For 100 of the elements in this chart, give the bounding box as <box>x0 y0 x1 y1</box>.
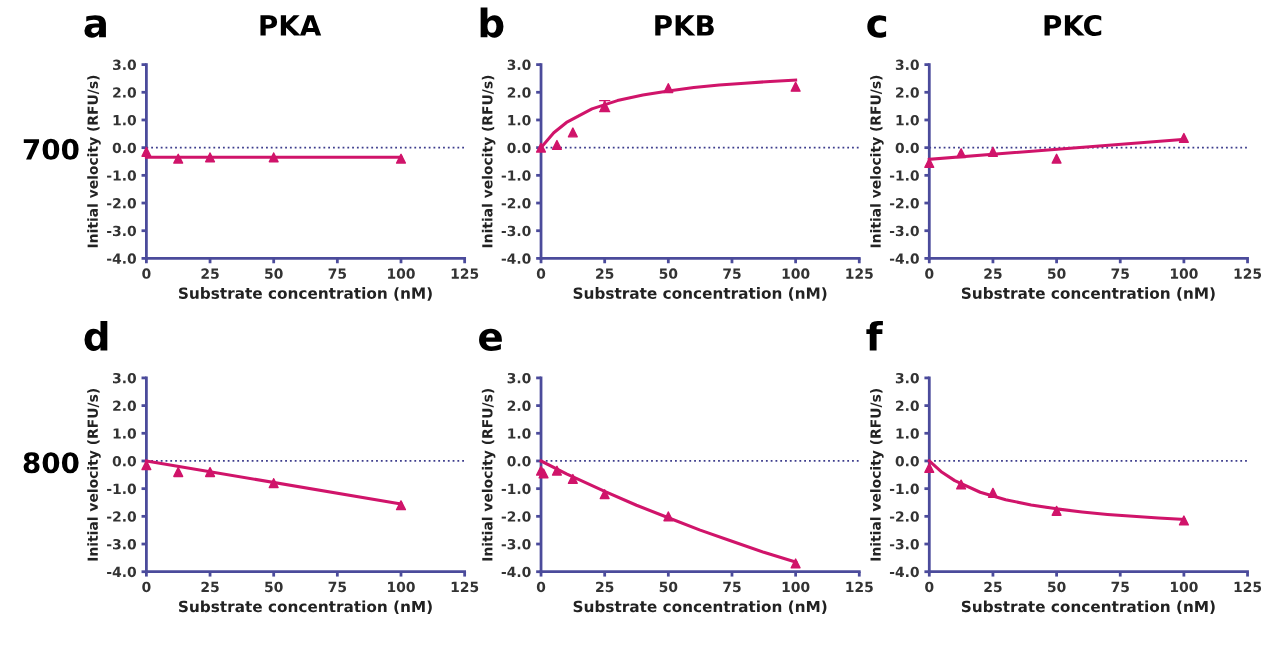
y-tick-label: -4.0 <box>107 566 137 578</box>
point <box>790 558 801 569</box>
point <box>599 489 610 500</box>
point <box>1178 515 1189 526</box>
x-axis-title: Substrate concentration (nM) <box>961 287 1215 301</box>
x-axis-title: Substrate concentration (nM) <box>961 600 1215 615</box>
y-tick-label: -2.0 <box>501 511 531 522</box>
y-tick-label: -1.0 <box>107 483 137 495</box>
y-tick-label: -3.0 <box>889 538 919 550</box>
y-tick-label: -3.0 <box>889 225 919 237</box>
y-tick-label: -1.0 <box>501 483 531 495</box>
chart-subtitle: PKB <box>655 15 714 36</box>
y-tick-label: -3.0 <box>107 538 137 550</box>
point <box>956 479 967 490</box>
y-tick-label: 1.0 <box>508 114 531 126</box>
point <box>535 142 547 153</box>
y-tick-label: -4.0 <box>107 253 137 264</box>
point <box>204 466 216 478</box>
point <box>663 83 674 94</box>
x-tick-label: 50 <box>265 268 283 279</box>
chart-title: a <box>84 15 106 38</box>
x-tick-label: 100 <box>388 268 415 279</box>
y-tick-label: 0.0 <box>112 455 137 467</box>
x-tick-label: 100 <box>1170 268 1198 279</box>
point <box>268 478 279 489</box>
y-tick-label: 0.0 <box>895 455 919 467</box>
x-tick-label: 25 <box>984 581 1002 593</box>
x-tick-label: 0 <box>925 581 934 593</box>
y-tick-label: 3.0 <box>895 59 919 71</box>
y-tick-label: -4.0 <box>501 566 531 578</box>
y-tick-label: -1.0 <box>107 170 137 181</box>
text: 800 <box>23 452 79 474</box>
y-tick-label: 3.0 <box>895 372 919 384</box>
x-tick-label: 100 <box>1170 581 1198 593</box>
x-tick-label: 25 <box>984 268 1002 279</box>
y-tick-label: 2.0 <box>113 87 137 98</box>
x-tick-label: 125 <box>451 268 479 279</box>
y-tick-label: 0.0 <box>112 142 137 154</box>
point <box>204 152 216 163</box>
x-tick-label: 125 <box>451 581 479 593</box>
y-axis-title: Initial velocity (RFU/s) <box>87 389 101 561</box>
x-tick-label: 100 <box>782 268 810 279</box>
y-tick-label: -2.0 <box>889 198 919 209</box>
point <box>987 146 999 157</box>
point <box>567 127 578 138</box>
point <box>1051 153 1062 164</box>
x-tick-label: 125 <box>846 268 873 279</box>
point <box>551 465 563 476</box>
chart-title: f <box>866 320 883 351</box>
y-tick-label: -4.0 <box>501 253 531 264</box>
x-tick-label: 75 <box>328 581 347 593</box>
y-tick-label: -1.0 <box>889 170 919 181</box>
x-tick-label: 125 <box>1234 268 1262 279</box>
x-tick-label: 0 <box>536 268 546 279</box>
y-tick-label: -2.0 <box>889 511 919 522</box>
point <box>567 473 578 485</box>
y-tick-label: -4.0 <box>889 566 919 578</box>
chart-subtitle: PKC <box>1044 14 1102 36</box>
y-tick-label: -3.0 <box>501 225 531 237</box>
x-tick-label: 100 <box>388 581 415 593</box>
x-tick-label: 75 <box>723 581 741 593</box>
y-tick-label: -3.0 <box>107 225 137 237</box>
point <box>790 81 801 92</box>
point <box>1051 505 1062 516</box>
y-tick-label: 1.0 <box>508 428 531 439</box>
y-tick-label: 0.0 <box>507 142 531 154</box>
y-tick-label: -1.0 <box>501 170 531 181</box>
chart-title: d <box>84 320 108 351</box>
x-tick-label: 50 <box>659 581 678 593</box>
x-tick-label: 125 <box>846 581 873 593</box>
y-tick-label: 2.0 <box>507 87 531 98</box>
chart-title: b <box>480 7 504 38</box>
x-tick-label: 75 <box>1111 268 1129 279</box>
point <box>987 487 999 498</box>
x-axis-title: Substrate concentration (nM) <box>179 287 432 301</box>
x-tick-label: 100 <box>782 581 810 593</box>
x-tick-label: 25 <box>596 581 614 593</box>
x-axis-title: Substrate concentration (nM) <box>179 600 432 615</box>
y-tick-label: -1.0 <box>889 483 919 495</box>
y-tick-label: 1.0 <box>113 428 137 439</box>
x-tick-label: 50 <box>265 581 283 593</box>
point <box>924 157 935 168</box>
point <box>395 500 407 511</box>
point <box>956 148 967 159</box>
x-tick-label: 50 <box>1048 268 1066 279</box>
y-tick-label: -2.0 <box>501 198 531 209</box>
x-tick-label: 75 <box>328 268 347 279</box>
y-axis-title: Initial velocity (RFU/s) <box>87 75 101 248</box>
point <box>663 511 674 522</box>
y-tick-label: 1.0 <box>113 114 137 126</box>
x-tick-label: 75 <box>1111 581 1129 593</box>
x-tick-label: 125 <box>1234 581 1262 593</box>
x-tick-label: 0 <box>925 268 934 279</box>
chart-subtitle: PKA <box>260 15 322 36</box>
y-tick-label: 3.0 <box>113 59 137 71</box>
y-tick-label: 3.0 <box>113 372 137 384</box>
x-tick-label: 50 <box>659 268 678 279</box>
point <box>173 153 184 164</box>
y-tick-label: 3.0 <box>507 372 531 384</box>
point <box>395 153 407 164</box>
